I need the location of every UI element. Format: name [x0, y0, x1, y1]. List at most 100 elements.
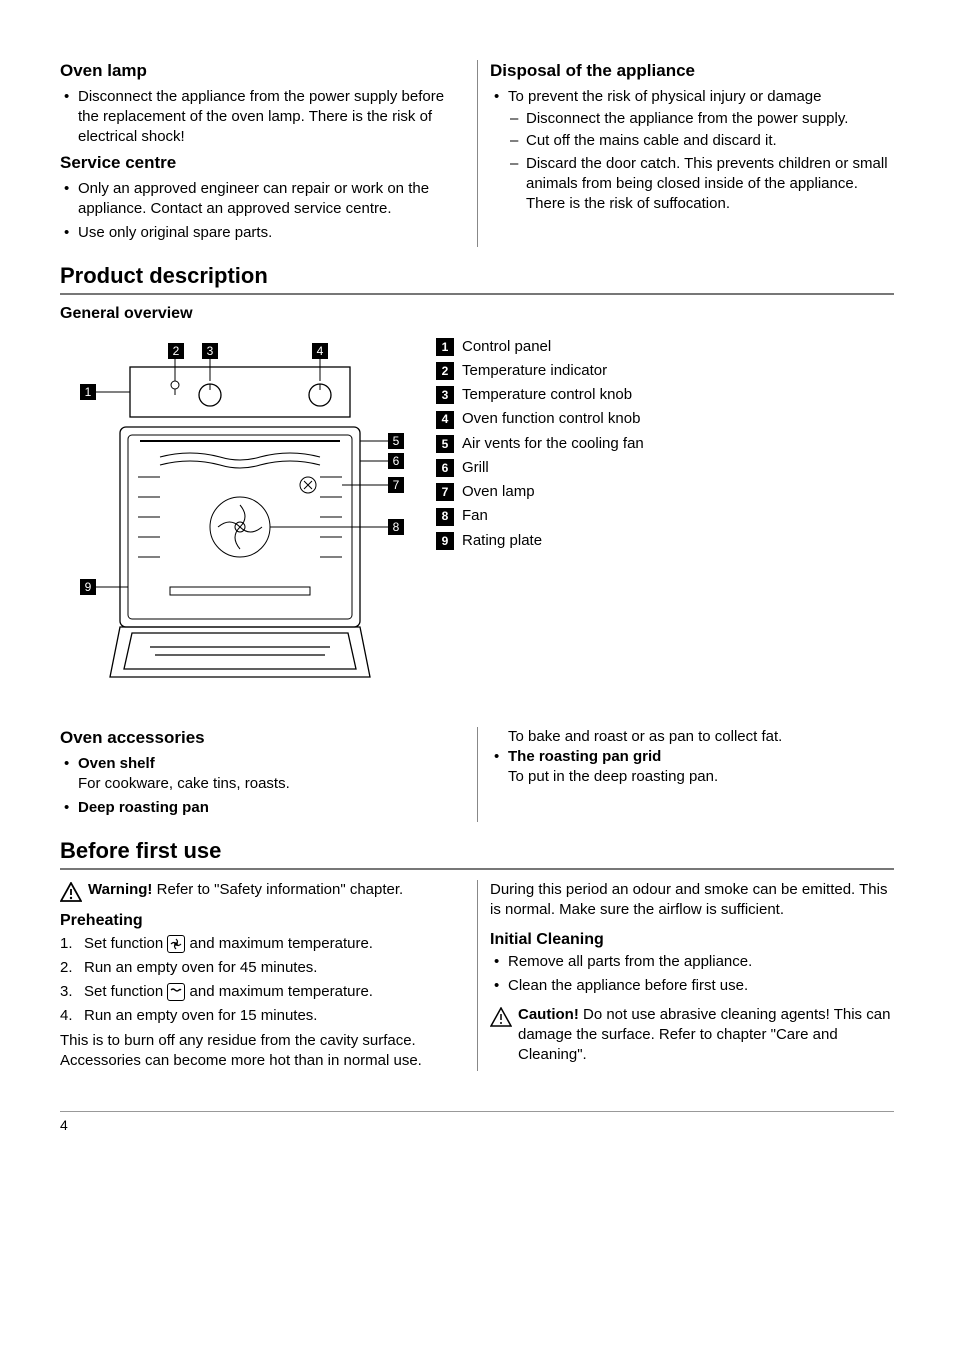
step-text: Run an empty oven for 15 minutes. [84, 1007, 317, 1024]
svg-text:6: 6 [393, 454, 400, 468]
page-number: 4 [60, 1117, 68, 1133]
disposal-lead: To prevent the risk of physical injury o… [508, 88, 821, 105]
legend-number: 6 [436, 459, 454, 477]
accessories-right: To bake and roast or as pan to collect f… [477, 727, 894, 823]
page-footer: 4 [60, 1111, 894, 1135]
oven-lamp-list: Disconnect the appliance from the power … [60, 87, 465, 148]
list-item: Deep roasting pan [60, 798, 465, 818]
legend-label: Rating plate [462, 531, 542, 551]
legend-item: 8 Fan [436, 506, 644, 526]
legend-label: Temperature control knob [462, 385, 632, 405]
step-pre: Set function [84, 935, 167, 952]
disposal-list: To prevent the risk of physical injury o… [490, 87, 894, 215]
caution-text: Caution! Do not use abrasive cleaning ag… [518, 1005, 894, 1066]
burnoff-note: This is to burn off any residue from the… [60, 1031, 465, 1072]
step-pre: Set function [84, 983, 167, 1000]
accessories-section: Oven accessories Oven shelf For cookware… [60, 727, 894, 823]
before-first-use-section: Warning! Refer to "Safety information" c… [60, 880, 894, 1071]
warning-icon [60, 882, 82, 902]
legend-label: Temperature indicator [462, 361, 607, 381]
list-item: Only an approved engineer can repair or … [60, 179, 465, 220]
odour-note: During this period an odour and smoke ca… [490, 880, 894, 921]
legend-item: 9 Rating plate [436, 531, 644, 551]
legend-label: Air vents for the cooling fan [462, 434, 644, 454]
list-item: Oven shelf For cookware, cake tins, roas… [60, 754, 465, 795]
oven-diagram: 2 3 4 1 5 [60, 337, 420, 717]
initial-cleaning-heading: Initial Cleaning [490, 929, 894, 951]
legend-item: 2 Temperature indicator [436, 361, 644, 381]
svg-text:4: 4 [317, 344, 324, 358]
preheating-heading: Preheating [60, 910, 465, 932]
legend-number: 5 [436, 435, 454, 453]
step-item: Set function and maximum temperature. [60, 934, 465, 954]
accessories-left: Oven accessories Oven shelf For cookware… [60, 727, 477, 823]
list-item: Cut off the mains cable and discard it. [508, 131, 894, 151]
legend-number: 4 [436, 411, 454, 429]
list-item: Disconnect the appliance from the power … [508, 109, 894, 129]
disposal-sublist: Disconnect the appliance from the power … [508, 109, 894, 214]
step-post: and maximum temperature. [185, 935, 373, 952]
service-centre-heading: Service centre [60, 152, 465, 175]
top-section: Oven lamp Disconnect the appliance from … [60, 60, 894, 247]
accessories-list: Oven shelf For cookware, cake tins, roas… [60, 754, 465, 819]
step-text: Run an empty oven for 45 minutes. [84, 959, 317, 976]
disposal-heading: Disposal of the appliance [490, 60, 894, 83]
warning-body: Refer to "Safety information" chapter. [157, 881, 404, 898]
general-overview-heading: General overview [60, 303, 894, 325]
svg-text:9: 9 [85, 580, 92, 594]
product-description-heading: Product description [60, 261, 894, 295]
grill-function-icon [167, 983, 185, 1001]
legend-label: Grill [462, 458, 489, 478]
list-item: Disconnect the appliance from the power … [60, 87, 465, 148]
list-item: To prevent the risk of physical injury o… [490, 87, 894, 215]
legend-label: Oven lamp [462, 482, 535, 502]
svg-text:1: 1 [85, 385, 92, 399]
legend-number: 1 [436, 338, 454, 356]
step-item: Run an empty oven for 15 minutes. [60, 1006, 465, 1026]
caution-icon [490, 1007, 512, 1027]
oven-lamp-heading: Oven lamp [60, 60, 465, 83]
list-item: Discard the door catch. This prevents ch… [508, 154, 894, 215]
legend-number: 7 [436, 483, 454, 501]
list-item: The roasting pan grid To put in the deep… [490, 747, 894, 788]
oven-accessories-heading: Oven accessories [60, 727, 465, 750]
caution-row: Caution! Do not use abrasive cleaning ag… [490, 1005, 894, 1066]
warning-row: Warning! Refer to "Safety information" c… [60, 880, 465, 902]
legend-item: 1 Control panel [436, 337, 644, 357]
top-right-col: Disposal of the appliance To prevent the… [477, 60, 894, 247]
accessory-desc: To put in the deep roasting pan. [508, 768, 718, 785]
legend-label: Control panel [462, 337, 551, 357]
legend-item: 3 Temperature control knob [436, 385, 644, 405]
caution-label: Caution! [518, 1006, 583, 1023]
legend-number: 9 [436, 532, 454, 550]
list-item: Clean the appliance before first use. [490, 976, 894, 996]
legend-item: 6 Grill [436, 458, 644, 478]
accessory-name: Deep roasting pan [78, 799, 209, 816]
initial-cleaning-list: Remove all parts from the appliance. Cle… [490, 952, 894, 997]
svg-text:8: 8 [393, 520, 400, 534]
accessory-desc: For cookware, cake tins, roasts. [78, 775, 290, 792]
accessory-continuation: To bake and roast or as pan to collect f… [490, 727, 894, 747]
legend-number: 2 [436, 362, 454, 380]
legend-number: 8 [436, 508, 454, 526]
accessory-name: The roasting pan grid [508, 748, 661, 765]
before-first-use-heading: Before first use [60, 836, 894, 870]
accessory-name: Oven shelf [78, 755, 155, 772]
legend-label: Fan [462, 506, 488, 526]
legend-item: 4 Oven function control knob [436, 409, 644, 429]
svg-text:3: 3 [207, 344, 214, 358]
oven-diagram-row: 2 3 4 1 5 [60, 337, 894, 717]
warning-text: Warning! Refer to "Safety information" c… [88, 880, 403, 900]
step-item: Run an empty oven for 45 minutes. [60, 958, 465, 978]
legend-label: Oven function control knob [462, 409, 640, 429]
accessories-list-right: The roasting pan grid To put in the deep… [490, 747, 894, 788]
before-right: During this period an odour and smoke ca… [477, 880, 894, 1071]
service-centre-list: Only an approved engineer can repair or … [60, 179, 465, 244]
svg-text:5: 5 [393, 434, 400, 448]
list-item: Remove all parts from the appliance. [490, 952, 894, 972]
diagram-legend: 1 Control panel 2 Temperature indicator 3T… [436, 337, 644, 555]
fan-function-icon [167, 935, 185, 953]
svg-text:2: 2 [173, 344, 180, 358]
legend-item: 7 Oven lamp [436, 482, 644, 502]
legend-number: 3 [436, 386, 454, 404]
